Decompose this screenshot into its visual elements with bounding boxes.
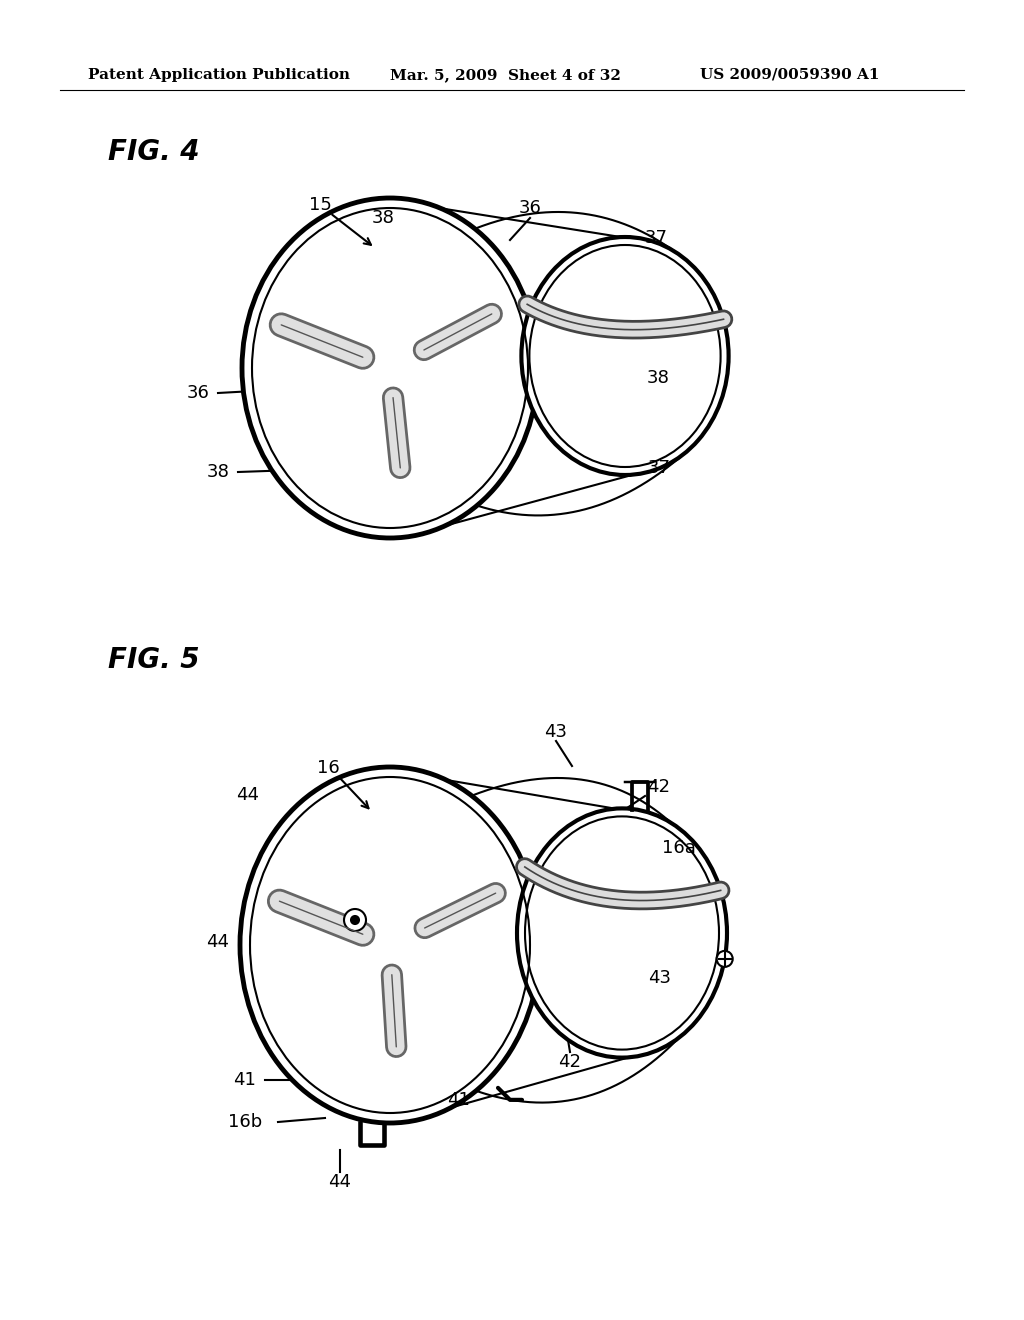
- Text: 38: 38: [372, 209, 394, 227]
- Text: 38: 38: [647, 370, 670, 387]
- Text: 36: 36: [186, 384, 210, 403]
- Text: 16: 16: [316, 759, 339, 777]
- Text: 44: 44: [237, 785, 259, 804]
- Ellipse shape: [521, 238, 729, 475]
- Text: 38: 38: [207, 463, 229, 480]
- Ellipse shape: [517, 808, 727, 1057]
- Text: 42: 42: [647, 777, 670, 796]
- Ellipse shape: [717, 950, 733, 968]
- Text: 16a: 16a: [662, 840, 696, 857]
- Text: 41: 41: [446, 1092, 469, 1109]
- Text: 44: 44: [207, 933, 229, 950]
- Text: 43: 43: [545, 723, 567, 741]
- Text: 37: 37: [645, 228, 668, 247]
- Text: Mar. 5, 2009  Sheet 4 of 32: Mar. 5, 2009 Sheet 4 of 32: [390, 69, 621, 82]
- Text: 37: 37: [648, 459, 671, 477]
- Ellipse shape: [344, 909, 366, 931]
- Text: 16b: 16b: [228, 1113, 262, 1131]
- Text: 36: 36: [518, 199, 542, 216]
- Text: 43: 43: [648, 969, 671, 987]
- Text: US 2009/0059390 A1: US 2009/0059390 A1: [700, 69, 880, 82]
- Ellipse shape: [351, 916, 359, 924]
- Ellipse shape: [242, 198, 538, 539]
- Text: 42: 42: [558, 1053, 582, 1071]
- Text: 44: 44: [329, 1173, 351, 1191]
- Text: FIG. 4: FIG. 4: [108, 139, 200, 166]
- Text: 15: 15: [308, 195, 332, 214]
- Ellipse shape: [240, 767, 540, 1123]
- Text: 41: 41: [233, 1071, 256, 1089]
- Text: Patent Application Publication: Patent Application Publication: [88, 69, 350, 82]
- Text: FIG. 5: FIG. 5: [108, 645, 200, 675]
